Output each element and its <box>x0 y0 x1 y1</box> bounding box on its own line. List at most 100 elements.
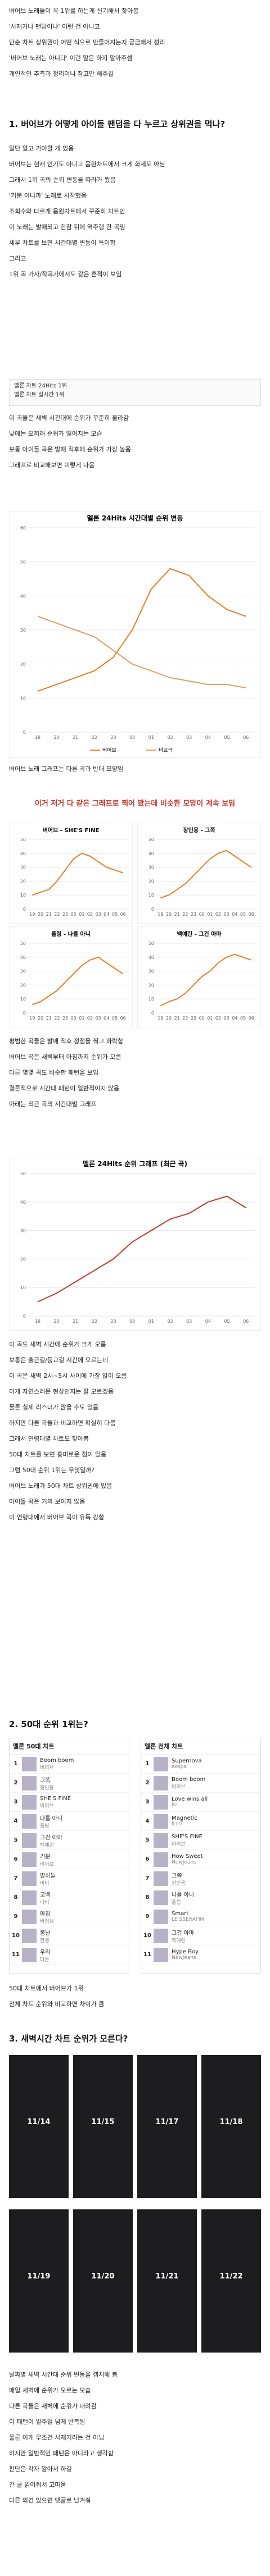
y-tick-label: 0 <box>23 730 26 735</box>
paragraph: 그래프로 비교해보면 이렇게 나옴 <box>9 462 95 469</box>
y-tick-label: 10 <box>148 893 154 898</box>
x-tick-label: 19 <box>29 1016 35 1021</box>
y-tick-label: 50 <box>20 941 26 946</box>
song-info: 봄날 한결 <box>40 1928 50 1944</box>
panel-label: 11/14 <box>27 2118 51 2126</box>
paragraph: 이 패턴이 일주일 넘게 반복됨 <box>9 2418 86 2426</box>
x-tick-label: 06 <box>120 912 126 917</box>
song-artist: 버어브 <box>172 1784 186 1790</box>
paragraph: 50대 차트를 보면 흥미로운 점이 있음 <box>9 1451 107 1458</box>
paragraph: 이 곡은 새벽 2시~5시 사이에 가장 많이 오름 <box>9 1372 127 1380</box>
album-art <box>22 1794 37 1810</box>
y-tick-label: 50 <box>20 837 26 842</box>
song-info: 그쪽 장인용 <box>172 1871 186 1887</box>
y-tick-label: 40 <box>148 851 154 856</box>
song-info: Magnetic ILLIT <box>172 1815 197 1827</box>
paragraph: 이 노래는 발매되고 한참 뒤에 역주행 한 곡임 <box>9 223 125 231</box>
x-tick-label: 03 <box>224 912 230 917</box>
x-tick-label: 23 <box>110 735 116 740</box>
album-art <box>22 1756 37 1771</box>
song-title: 봄날 <box>40 1930 51 1936</box>
rank-item: 2 Boom boom 버어브 <box>141 1774 260 1793</box>
paragraph: 세부 차트를 보면 시간대별 변동이 특이함 <box>9 239 116 246</box>
rank-item: 6 기분 버어브 <box>10 1850 129 1869</box>
song-info: 고백 나비 <box>40 1890 50 1906</box>
x-tick-label: 05 <box>112 1016 118 1021</box>
y-tick-label: 20 <box>148 879 154 884</box>
rank-number: 2 <box>145 1780 150 1786</box>
rank-item: 6 How Sweet NewJeans <box>141 1850 260 1869</box>
paragraph: 평범한 곡들은 발매 직후 정점을 찍고 하락함 <box>9 1038 124 1045</box>
paragraph: 일단 알고 가야할 게 있음 <box>9 145 74 152</box>
rank-title: 멜론 전체 차트 <box>141 1738 260 1755</box>
song-artist: 버어브 <box>40 1861 54 1867</box>
chart-title: 백예린 - 그건 아마 <box>177 930 222 938</box>
x-tick-label: 19 <box>29 912 35 917</box>
x-tick-label: 05 <box>112 912 118 917</box>
song-artist: 장인용 <box>40 1785 54 1791</box>
chart-bg <box>137 823 261 924</box>
panel-label: 11/17 <box>155 2118 179 2126</box>
paragraph: 버어브 곡은 새벽부터 아침까지 순위가 오름 <box>9 1053 122 1061</box>
x-tick-label: 04 <box>232 912 237 917</box>
song-info: 나를 아니 플링 <box>172 1890 194 1906</box>
y-tick-label: 30 <box>20 1228 26 1234</box>
y-tick-label: 20 <box>148 983 154 988</box>
rank-item: 3 Love wins all IU <box>141 1793 260 1812</box>
chart-title: 버어브 - SHE'S FINE <box>43 826 100 834</box>
album-art <box>154 1794 168 1810</box>
x-tick-label: 00 <box>199 1016 205 1021</box>
x-tick-label: 22 <box>92 1319 97 1324</box>
y-tick-label: 50 <box>148 837 154 842</box>
panel-label: 11/21 <box>155 2272 179 2281</box>
rank-item: 8 나를 아니 플링 <box>141 1888 260 1907</box>
x-tick-label: 20 <box>38 1016 43 1021</box>
text: 50대 차트에서 버어브가 1위 전체 차트 순위와 비교하면 차이가 큼 <box>9 1983 261 2028</box>
x-tick-label: 01 <box>148 735 154 740</box>
rank-item: 1 Boom boom 버어브 <box>10 1755 129 1774</box>
text: 날짜별 새벽 시간대 순위 변동을 캡처해 봄 매일 새벽에 순위가 오르는 모습… <box>9 2369 261 2572</box>
x-tick-label: 22 <box>182 1016 188 1021</box>
legend-label: 비교곡 <box>159 747 173 753</box>
rank-number: 9 <box>145 1913 150 1920</box>
x-tick-label: 05 <box>224 1319 230 1324</box>
album-art <box>154 1775 168 1791</box>
rank-item: 7 그쪽 장인용 <box>141 1869 260 1888</box>
paragraph: 그럼 50대 순위 1위는 무엇일까? <box>9 1467 95 1474</box>
song-info: SHE'S FINE 버어브 <box>172 1834 202 1847</box>
x-tick-label: 00 <box>129 1319 135 1324</box>
heading: 1. 버어브가 어떻게 아이돌 팬덤을 다 누르고 상위권을 먹나? <box>9 119 226 129</box>
x-tick-label: 21 <box>73 1319 78 1324</box>
chart-bg <box>9 823 133 924</box>
paragraph: '버어브 노래는 아니다' 이런 말은 하지 말아주셈 <box>9 54 133 62</box>
y-tick-label: 30 <box>148 969 154 974</box>
x-tick-label: 02 <box>215 912 221 917</box>
rank-item: 10 그건 아마 백예린 <box>141 1926 260 1945</box>
panel-label: 11/19 <box>27 2272 51 2281</box>
rank-item: 11 우리 다온 <box>10 1945 129 1965</box>
chart-bg <box>9 511 261 758</box>
line <box>32 956 124 1006</box>
album-art <box>154 1756 168 1771</box>
x-tick-label: 01 <box>79 1016 84 1021</box>
highlight: 이거 저거 다 같은 그래프로 찍어 봤는데 비슷한 모양이 계속 보임 <box>34 800 236 808</box>
song-title: Smart <box>172 1911 189 1917</box>
song-artist: aespa <box>172 1764 187 1770</box>
y-tick-label: 40 <box>148 955 154 960</box>
paragraph: 아이돌 곡은 거의 보이지 않음 <box>9 1498 86 1505</box>
listing-item: 멜론 차트 24Hits 1위 <box>14 383 68 389</box>
x-tick-label: 20 <box>166 912 172 917</box>
x-tick-label: 03 <box>96 912 101 917</box>
y-tick-label: 40 <box>20 1200 26 1205</box>
song-info: 기분 버어브 <box>40 1852 54 1867</box>
song-title: 그건 아마 <box>40 1834 62 1841</box>
paragraph: 결론적으로 시간대 패턴이 일반적이지 않음 <box>9 1085 120 1092</box>
x-tick-label: 01 <box>207 912 213 917</box>
rank-item: 9 Smart LE SSERAFIM <box>141 1907 260 1926</box>
panel: 11/14 <box>9 2055 69 2198</box>
y-tick-label: 30 <box>20 969 26 974</box>
song-title: 밤하늘 <box>40 1872 56 1879</box>
